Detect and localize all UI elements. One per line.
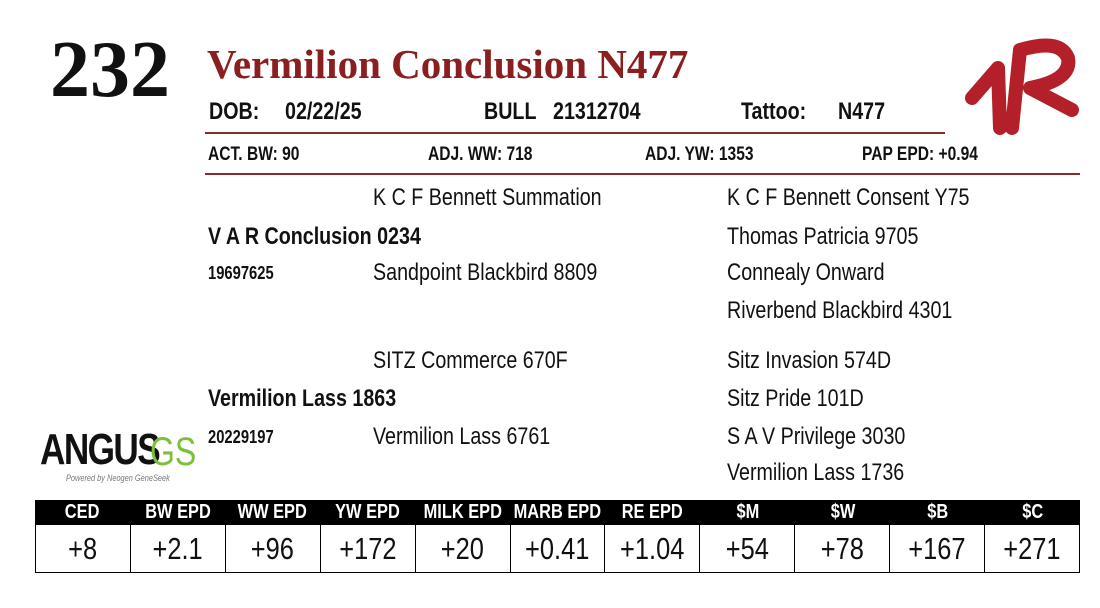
pedigree-name: Sitz Pride 101D	[727, 385, 864, 412]
tattoo-label: Tattoo:	[741, 98, 807, 125]
pedigree-name: Riverbend Blackbird 4301	[727, 297, 953, 324]
stat: PAP EPD: +0.94	[862, 144, 978, 165]
tattoo: N477	[838, 98, 886, 125]
epd-header: MARB EPD	[510, 500, 605, 525]
sire-name: V A R Conclusion 0234	[208, 223, 421, 250]
epd-value: +20	[414, 525, 510, 572]
epd-value: +2.1	[129, 525, 225, 572]
pedigree-name: Sitz Invasion 574D	[727, 347, 892, 374]
lot-number: 232	[50, 26, 170, 114]
epd-header-text: $C	[1022, 501, 1043, 523]
pedigree-name: K C F Bennett Summation	[373, 184, 602, 211]
epd-value: +54	[699, 525, 794, 572]
epd-value-text: +167	[908, 530, 966, 566]
epd-header: $C	[985, 500, 1080, 525]
epd-table: CED BW EPD WW EPD YW EPD MILK EPD MARB EPD RE …	[35, 500, 1080, 573]
epd-header: RE EPD	[605, 500, 700, 525]
divider	[205, 173, 1080, 175]
logo-name: ANGUS	[40, 425, 161, 474]
divider	[205, 132, 945, 134]
dam-name: Vermilion Lass 1863	[208, 385, 397, 412]
epd-value: +271	[984, 525, 1079, 572]
epd-header-text: $B	[927, 501, 948, 523]
logo-tagline: Powered by Neogen GeneSeek	[66, 473, 170, 483]
epd-value-text: +1.04	[620, 530, 685, 566]
pedigree-name: S A V Privilege 3030	[727, 423, 906, 450]
epd-value-text: +96	[251, 530, 295, 566]
epd-value: +78	[794, 525, 889, 572]
stat: ACT. BW: 90	[208, 144, 300, 165]
pedigree-name: SITZ Commerce 670F	[373, 347, 568, 374]
epd-header: WW EPD	[225, 500, 320, 525]
pedigree-name: Vermilion Lass 6761	[373, 423, 551, 450]
pedigree-name: Connealy Onward	[727, 259, 885, 286]
epd-value-text: +78	[820, 530, 864, 566]
epd-header: CED	[35, 500, 130, 525]
epd-header-text: $W	[830, 501, 855, 523]
pedigree-name: Vermilion Lass 1736	[727, 459, 905, 486]
epd-value-text: +2.1	[152, 530, 203, 566]
sex: BULL	[484, 98, 537, 125]
dam-reg: 20229197	[208, 427, 274, 447]
epd-header-text: CED	[65, 501, 100, 523]
title: Vermilion Conclusion N477	[207, 41, 689, 87]
epd-value-text: +54	[725, 530, 769, 566]
epd-value: +0.41	[509, 525, 605, 572]
epd-header: $M	[700, 500, 795, 525]
epd-value-row: +8 +2.1 +96 +172 +20 +0.41 +1.04 +54 +78 +167 +271	[35, 525, 1080, 573]
stat: ADJ. YW: 1353	[645, 144, 754, 165]
epd-value: +172	[319, 525, 415, 572]
pedigree-name: Thomas Patricia 9705	[727, 223, 919, 250]
epd-header-text: BW EPD	[144, 501, 211, 523]
epd-header: $W	[795, 500, 890, 525]
epd-value-text: +8	[68, 530, 98, 566]
dob: 02/22/25	[285, 98, 362, 125]
epd-value-text: +172	[339, 530, 397, 566]
dob-label: DOB:	[209, 98, 260, 125]
epd-header-text: RE EPD	[621, 501, 684, 523]
epd-value: +1.04	[604, 525, 699, 572]
pedigree-name: Sandpoint Blackbird 8809	[373, 259, 598, 286]
epd-value: +167	[889, 525, 984, 572]
epd-header-text: MARB EPD	[513, 501, 602, 523]
epd-value-text: +271	[1003, 530, 1061, 566]
epd-header-row: CED BW EPD WW EPD YW EPD MILK EPD MARB EPD RE …	[35, 500, 1080, 525]
epd-header: $B	[890, 500, 985, 525]
logo-suffix: GS	[150, 430, 197, 474]
stat: ADJ. WW: 718	[428, 144, 533, 165]
epd-header: BW EPD	[130, 500, 225, 525]
epd-header: YW EPD	[320, 500, 415, 525]
epd-header: MILK EPD	[415, 500, 510, 525]
pedigree-name: K C F Bennett Consent Y75	[727, 184, 970, 211]
brand-logo	[965, 38, 1079, 135]
epd-value: +96	[224, 525, 320, 572]
epd-value: +8	[36, 525, 130, 572]
epd-header-text: MILK EPD	[423, 501, 502, 523]
epd-header-text: $M	[736, 501, 759, 523]
epd-value-text: +0.41	[525, 530, 590, 566]
registration: 21312704	[553, 98, 641, 125]
epd-header-text: YW EPD	[335, 501, 400, 523]
epd-value-text: +20	[441, 530, 485, 566]
sire-reg: 19697625	[208, 263, 274, 283]
epd-header-text: WW EPD	[237, 501, 308, 523]
